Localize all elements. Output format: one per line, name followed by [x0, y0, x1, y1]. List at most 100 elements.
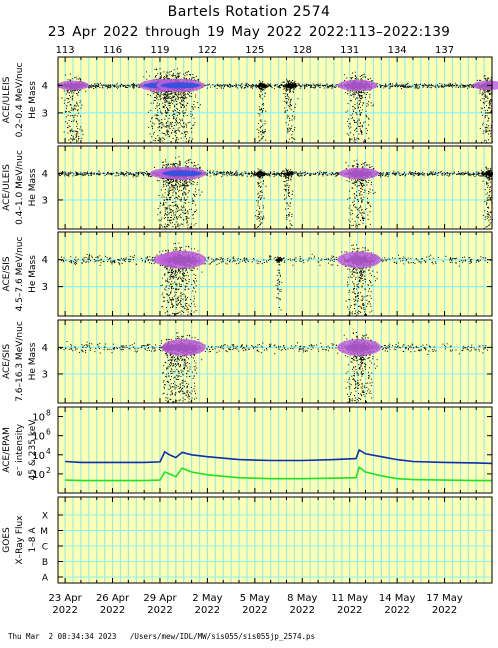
scatter-point	[356, 97, 358, 99]
scatter-point	[351, 118, 353, 120]
scatter-point	[247, 86, 249, 88]
scatter-point	[266, 86, 268, 88]
scatter-point	[238, 84, 240, 86]
scatter-point	[184, 131, 186, 133]
scatter-point	[79, 115, 81, 117]
scatter-point	[390, 86, 392, 88]
scatter-point	[66, 90, 68, 92]
scatter-point	[61, 97, 63, 99]
scatter-point	[485, 111, 487, 113]
scatter-point	[351, 138, 353, 140]
scatter-point	[331, 85, 333, 87]
scatter-point	[286, 94, 288, 96]
scatter-point	[153, 102, 155, 104]
scatter-point	[437, 85, 439, 87]
scatter-point	[151, 136, 153, 138]
scatter-point	[188, 140, 190, 142]
scatter-point	[167, 92, 169, 94]
scatter-point	[204, 84, 206, 86]
scatter-point	[484, 126, 486, 128]
scatter-point	[359, 75, 361, 77]
scatter-point	[183, 104, 185, 106]
scatter-point	[158, 137, 160, 139]
scatter-point	[189, 74, 191, 76]
scatter-point	[193, 100, 195, 102]
scatter-point	[289, 138, 291, 140]
scatter-point	[153, 99, 155, 101]
scatter-point	[154, 92, 156, 94]
scatter-point	[153, 123, 155, 125]
scatter-point	[174, 99, 176, 101]
scatter-point	[419, 83, 421, 85]
scatter-point	[182, 92, 184, 94]
scatter-point	[265, 84, 267, 86]
scatter-point	[402, 84, 404, 86]
scatter-point	[256, 128, 258, 130]
scatter-point	[165, 93, 167, 95]
scatter-point	[73, 92, 75, 94]
scatter-point	[170, 93, 172, 95]
scatter-point	[322, 85, 324, 87]
scatter-point	[161, 140, 163, 142]
scatter-point	[127, 84, 129, 86]
scatter-point	[72, 109, 74, 111]
scatter-point	[220, 84, 222, 86]
scatter-point	[347, 120, 349, 122]
scatter-point	[441, 83, 443, 85]
scatter-point	[159, 68, 161, 70]
scatter-point	[427, 86, 429, 88]
scatter-point	[366, 116, 368, 118]
scatter-point	[184, 94, 186, 96]
scatter-point	[65, 111, 67, 113]
scatter-point	[360, 125, 362, 127]
scatter-point	[396, 84, 398, 86]
scatter-point	[170, 122, 172, 124]
scatter-point	[169, 102, 171, 104]
scatter-point	[368, 78, 370, 80]
scatter-point	[424, 83, 426, 85]
scatter-point	[270, 86, 272, 88]
scatter-point	[351, 90, 353, 92]
scatter-point	[414, 86, 416, 88]
scatter-point	[91, 84, 93, 86]
scatter-point	[347, 110, 349, 112]
scatter-point	[331, 87, 333, 89]
scatter-point	[369, 96, 371, 98]
scatter-point	[192, 108, 194, 110]
scatter-point	[178, 97, 180, 99]
scatter-point	[416, 87, 418, 89]
scatter-point	[279, 87, 281, 89]
scatter-point	[290, 85, 292, 87]
scatter-point	[418, 86, 420, 88]
scatter-point	[264, 120, 266, 122]
scatter-point	[245, 83, 247, 85]
scatter-point	[294, 86, 296, 88]
scatter-point	[357, 78, 359, 80]
scatter-point	[76, 93, 78, 95]
scatter-point	[182, 93, 184, 95]
scatter-point	[359, 110, 361, 112]
scatter-point	[91, 86, 93, 88]
scatter-point	[263, 89, 265, 91]
scatter-point	[174, 135, 176, 137]
scatter-point	[356, 127, 358, 129]
scatter-point	[333, 85, 335, 87]
scatter-point	[160, 93, 162, 95]
scatter-point	[350, 94, 352, 96]
scatter-point	[262, 89, 264, 91]
scatter-point	[95, 87, 97, 89]
scatter-point	[291, 125, 293, 127]
scatter-point	[73, 117, 75, 119]
scatter-point	[166, 95, 168, 97]
scatter-point	[298, 84, 300, 86]
scatter-point	[82, 134, 84, 136]
scatter-point	[166, 75, 168, 77]
scatter-point	[166, 125, 168, 127]
scatter-point	[261, 84, 263, 86]
scatter-point	[258, 106, 260, 108]
scatter-point	[133, 85, 135, 87]
scatter-point	[165, 99, 167, 101]
scatter-point	[355, 122, 357, 124]
scatter-point	[164, 111, 166, 113]
scatter-point	[154, 75, 156, 77]
